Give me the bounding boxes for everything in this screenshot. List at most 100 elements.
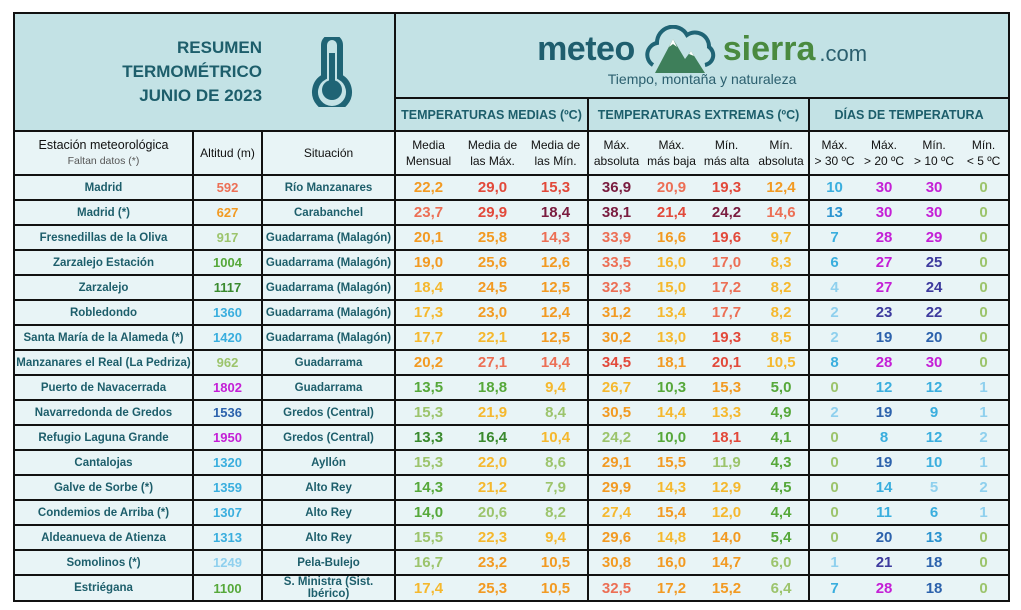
temperature-cell: 14,8: [644, 524, 700, 551]
temperature-cell: 29: [909, 224, 960, 251]
temperature-cell: 15,2: [699, 574, 755, 602]
col-station-label: Estación meteorológica: [38, 138, 169, 152]
temperature-cell: 5: [909, 474, 960, 501]
temperature-cell: 4,4: [754, 499, 811, 526]
temperature-cell: 20,2: [394, 349, 462, 376]
temperature-cell: 30,2: [587, 324, 645, 351]
temperature-cell: 27,1: [461, 349, 525, 376]
temperature-cell: 23,7: [394, 199, 462, 226]
station-name: Cantalojas: [13, 449, 194, 476]
temperature-cell: 20: [909, 324, 960, 351]
temperature-cell: 6,4: [754, 574, 811, 602]
temperature-cell: 8: [808, 349, 860, 376]
situation-value: Alto Rey: [260, 474, 397, 501]
temperature-cell: 23: [859, 299, 910, 326]
col-sub-header: Mín. absoluta: [754, 130, 811, 176]
temperature-cell: 10,4: [524, 424, 590, 451]
group-extremas: TEMPERATURAS EXTREMAS (ºC): [587, 97, 811, 132]
temperature-cell: 19,6: [699, 224, 755, 251]
temperature-cell: 29,9: [461, 199, 525, 226]
temperature-cell: 0: [959, 249, 1011, 276]
temperature-cell: 0: [959, 224, 1011, 251]
station-name: Madrid: [13, 174, 194, 201]
temperature-cell: 5,0: [754, 374, 811, 401]
temperature-cell: 22,3: [461, 524, 525, 551]
temperature-cell: 2: [808, 399, 860, 426]
temperature-cell: 19,3: [699, 174, 755, 201]
col-sub-label: las Máx.: [470, 154, 515, 168]
temperature-cell: 28: [859, 224, 910, 251]
table-row: Manzanares el Real (La Pedriza) 962 Guadar…: [13, 349, 1011, 376]
temperature-cell: 10,5: [754, 349, 811, 376]
temperature-cell: 24,2: [699, 199, 755, 226]
station-name: Condemios de Arriba (*): [13, 499, 194, 526]
temperature-cell: 7: [808, 224, 860, 251]
temperature-cell: 17,7: [699, 299, 755, 326]
station-name: Estriégana: [13, 574, 194, 602]
temperature-cell: 18,8: [461, 374, 525, 401]
temperature-cell: 4,9: [754, 399, 811, 426]
temperature-cell: 26,7: [587, 374, 645, 401]
col-sub-header: Máx. > 20 ºC: [859, 130, 910, 176]
temperature-cell: 14,0: [699, 524, 755, 551]
temperature-cell: 15,3: [394, 399, 462, 426]
temperature-cell: 15,4: [644, 499, 700, 526]
col-sub-header: Media de las Máx.: [461, 130, 525, 176]
temperature-cell: 20: [859, 524, 910, 551]
temperature-cell: 18,1: [699, 424, 755, 451]
col-station-note: Faltan datos (*): [67, 155, 140, 167]
col-sub-header: Media Mensual: [394, 130, 462, 176]
temperature-cell: 2: [959, 424, 1011, 451]
altitude-value: 1117: [192, 274, 263, 301]
temperature-cell: 15,3: [524, 174, 590, 201]
temperature-cell: 0: [959, 574, 1011, 602]
logo-com: .com: [819, 40, 868, 66]
table-row: Puerto de Navacerrada 1802 Guadarrama 13,5 1…: [13, 374, 1011, 401]
temperature-cell: 32,5: [587, 574, 645, 602]
altitude-value: 962: [192, 349, 263, 376]
logo-sierra: sierra: [722, 30, 816, 68]
col-sub-label: > 20 ºC: [863, 154, 905, 168]
temperature-cell: 28: [859, 574, 910, 602]
temperature-cell: 0: [959, 349, 1011, 376]
temperature-cell: 1: [959, 374, 1011, 401]
temperature-cell: 24,2: [587, 424, 645, 451]
title-line: JUNIO DE 2023: [139, 86, 263, 105]
situation-value: Gredos (Central): [260, 424, 397, 451]
table-row: Somolinos (*) 1249 Pela-Bulejo 16,7 23,2 10,5…: [13, 549, 1011, 576]
temperature-cell: 24: [909, 274, 960, 301]
situation-value: Carabanchel: [260, 199, 397, 226]
table-row: Aldeanueva de Atienza 1313 Alto Rey 15,5 22,…: [13, 524, 1011, 551]
temperature-cell: 8,2: [754, 299, 811, 326]
temperature-cell: 9,4: [524, 374, 590, 401]
temperature-cell: 11: [859, 499, 910, 526]
temperature-cell: 0: [959, 299, 1011, 326]
temperature-cell: 0: [959, 274, 1011, 301]
temperature-cell: 15,3: [699, 374, 755, 401]
temperature-cell: 0: [959, 524, 1011, 551]
altitude-value: 1100: [192, 574, 263, 602]
temperature-cell: 14,4: [524, 349, 590, 376]
altitude-value: 1004: [192, 249, 263, 276]
temperature-cell: 22,2: [394, 174, 462, 201]
situation-value: Alto Rey: [260, 499, 397, 526]
temperature-cell: 27: [859, 249, 910, 276]
temperature-cell: 5,4: [754, 524, 811, 551]
table-row: Refugio Laguna Grande 1950 Gredos (Central…: [13, 424, 1011, 451]
temperature-cell: 8,5: [754, 324, 811, 351]
temperature-cell: 2: [808, 299, 860, 326]
temperature-cell: 14,4: [644, 399, 700, 426]
report-title: RESUMEN TERMOMÉTRICO JUNIO DE 2023: [122, 36, 262, 108]
temperature-cell: 13,0: [644, 324, 700, 351]
temperature-cell: 12,5: [524, 274, 590, 301]
col-station: Estación meteorológica Faltan datos (*): [13, 130, 194, 176]
temperature-cell: 10,5: [524, 574, 590, 602]
temperature-cell: 12,5: [524, 324, 590, 351]
temperature-cell: 8,3: [754, 249, 811, 276]
temperature-cell: 29,1: [587, 449, 645, 476]
table-row: Galve de Sorbe (*) 1359 Alto Rey 14,3 21,2 7,…: [13, 474, 1011, 501]
temperature-cell: 14,0: [394, 499, 462, 526]
temperature-cell: 23,0: [461, 299, 525, 326]
col-situation: Situación: [260, 130, 397, 176]
temperature-cell: 9,7: [754, 224, 811, 251]
